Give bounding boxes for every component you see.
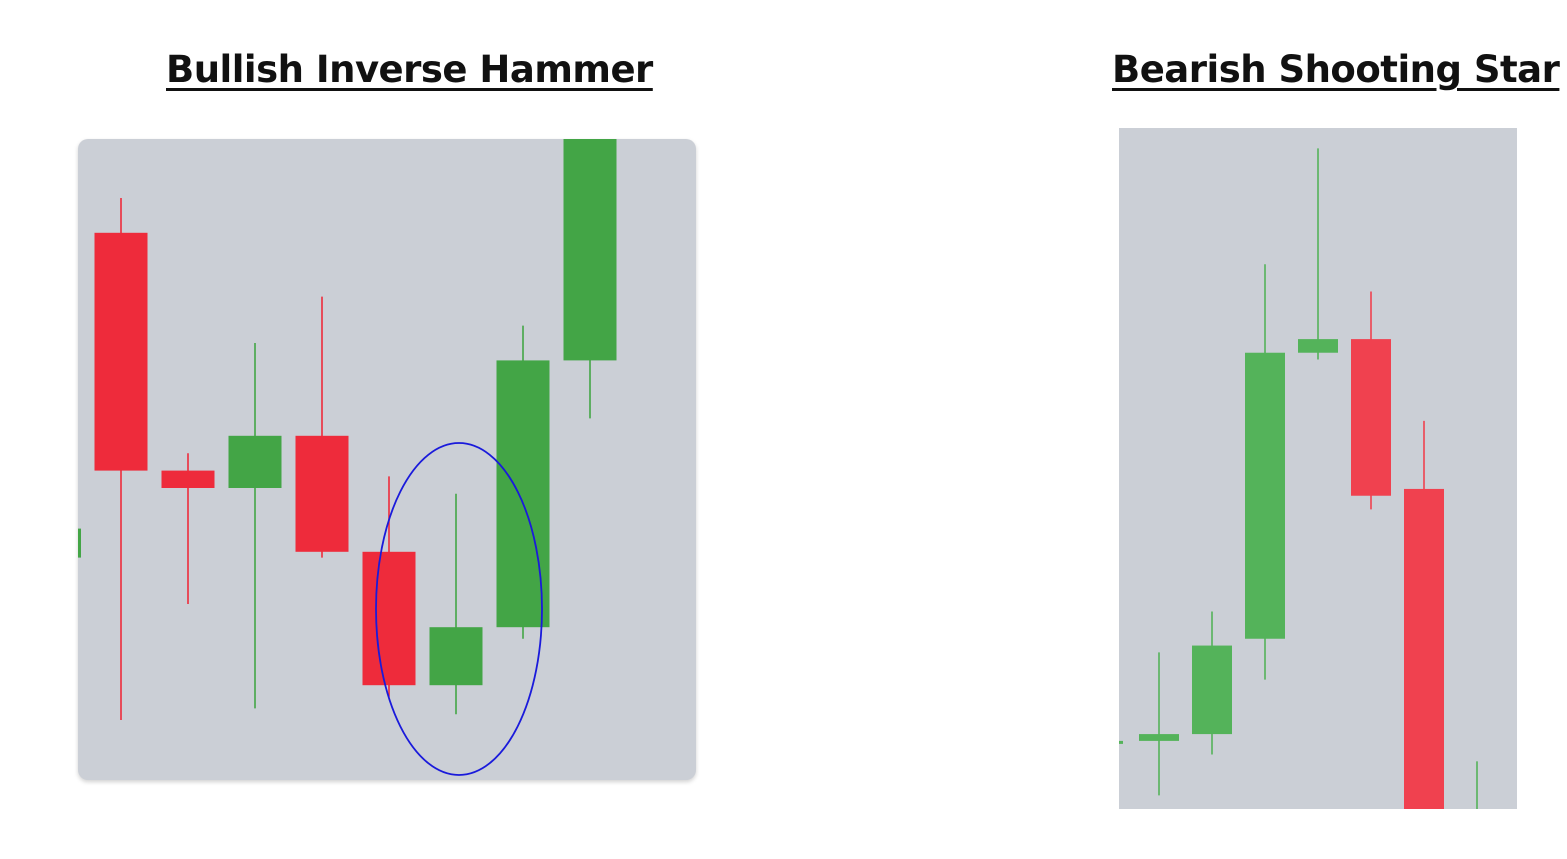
left-candle-4 <box>295 296 349 558</box>
candlestick-chart-right <box>1119 148 1478 809</box>
candlestick-panel-right <box>1119 128 1517 809</box>
right-candle-6 <box>1404 420 1444 809</box>
left-candle-0 <box>78 528 81 558</box>
candlestick-chart-left <box>78 139 617 776</box>
right-candle-1 <box>1139 652 1179 796</box>
right-candle-0 <box>1119 740 1123 744</box>
left-candle-8 <box>563 139 617 419</box>
candlestick-panel-left <box>78 139 696 780</box>
chart-title-right: Bearish Shooting Star <box>1112 48 1560 91</box>
left-candle-1 <box>94 198 148 720</box>
right-candle-3 <box>1245 264 1285 680</box>
left-candle-3 <box>228 343 282 709</box>
left-candle-5 <box>362 476 416 697</box>
left-candle-6 <box>429 493 483 715</box>
right-candle-2 <box>1192 611 1232 755</box>
left-candle-2 <box>161 453 215 604</box>
chart-title-left: Bullish Inverse Hammer <box>166 48 653 91</box>
left-highlight-ellipse <box>375 442 543 776</box>
right-candle-4 <box>1298 148 1338 360</box>
right-candle-5 <box>1351 291 1391 510</box>
